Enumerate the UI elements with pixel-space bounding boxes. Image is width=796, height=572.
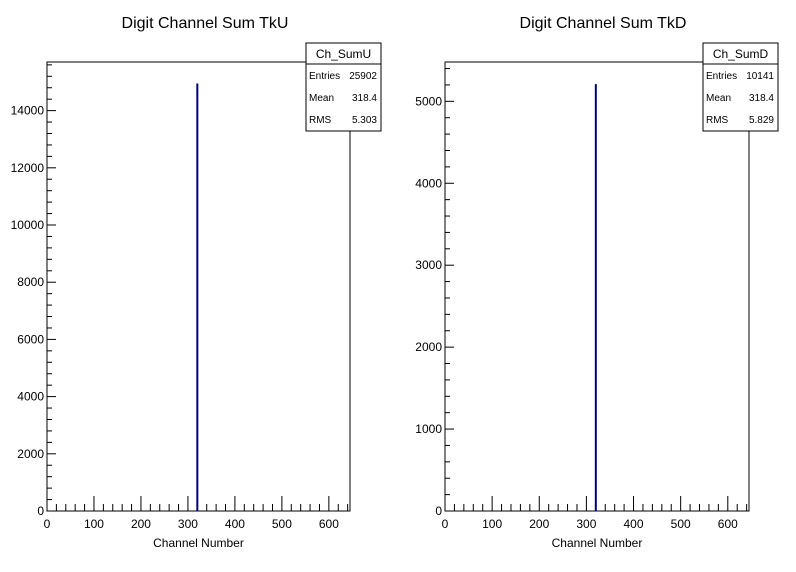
histogram-panel-1: Digit Channel Sum TkU 0 100 200 300 400 500 600…	[11, 15, 382, 550]
chart-title: Digit Channel Sum TkD	[520, 15, 687, 32]
x-tick-label: 200	[131, 517, 151, 531]
stats-box: Ch_SumU Entries 25902 Mean 318.4 RMS 5.303	[305, 42, 382, 132]
x-tick-label: 0	[44, 517, 51, 531]
stats-value: 25902	[349, 71, 377, 82]
y-tick-label: 12000	[11, 161, 45, 175]
y-tick-label: 8000	[17, 275, 44, 289]
y-tick-label: 6000	[17, 332, 44, 346]
x-axis-label: Channel Number	[552, 536, 643, 550]
chart-title: Digit Channel Sum TkU	[122, 15, 289, 32]
stats-label: Mean	[706, 93, 731, 104]
stats-box: Ch_SumD Entries 10141 Mean 318.4 RMS 5.829	[702, 42, 779, 132]
stats-box-frame	[702, 42, 779, 132]
y-tick-label: 1000	[415, 422, 442, 436]
x-tick-label: 400	[624, 517, 644, 531]
y-tick-label: 4000	[415, 176, 442, 190]
x-tick-label: 100	[482, 517, 502, 531]
x-tick-label: 500	[671, 517, 691, 531]
plot-frame	[46, 61, 351, 512]
y-tick-label: 10000	[11, 218, 45, 232]
stats-label: RMS	[309, 115, 332, 126]
stats-label: RMS	[706, 115, 729, 126]
stats-box-frame	[305, 42, 382, 132]
stats-value: 5.829	[749, 115, 774, 126]
x-tick-label: 300	[576, 517, 596, 531]
x-tick-label: 500	[272, 517, 292, 531]
y-tick-label: 2000	[17, 447, 44, 461]
x-axis-label: Channel Number	[153, 536, 244, 550]
y-tick-label: 0	[37, 504, 44, 518]
x-tick-label: 400	[225, 517, 245, 531]
y-tick-label: 14000	[11, 104, 45, 118]
y-tick-label: 0	[435, 504, 442, 518]
x-tick-label: 200	[529, 517, 549, 531]
x-tick-label: 600	[319, 517, 339, 531]
stats-name: Ch_SumU	[316, 47, 371, 61]
y-tick-label: 3000	[415, 258, 442, 272]
histogram-panel-2: Digit Channel Sum TkD 0 100 200 300 400 500 600…	[415, 15, 779, 550]
y-tick-label: 2000	[415, 340, 442, 354]
stats-value: 318.4	[749, 93, 774, 104]
plot-frame	[444, 61, 750, 512]
stats-name: Ch_SumD	[713, 47, 769, 61]
stats-label: Mean	[309, 93, 334, 104]
x-tick-label: 600	[718, 517, 738, 531]
stats-value: 318.4	[352, 93, 377, 104]
stats-value: 10141	[746, 71, 774, 82]
x-tick-label: 100	[84, 517, 104, 531]
y-tick-label: 5000	[415, 94, 442, 108]
y-tick-label: 4000	[17, 390, 44, 404]
x-tick-label: 0	[442, 517, 449, 531]
x-tick-label: 300	[178, 517, 198, 531]
stats-value: 5.303	[352, 115, 377, 126]
stats-label: Entries	[706, 71, 737, 82]
stats-label: Entries	[309, 71, 340, 82]
